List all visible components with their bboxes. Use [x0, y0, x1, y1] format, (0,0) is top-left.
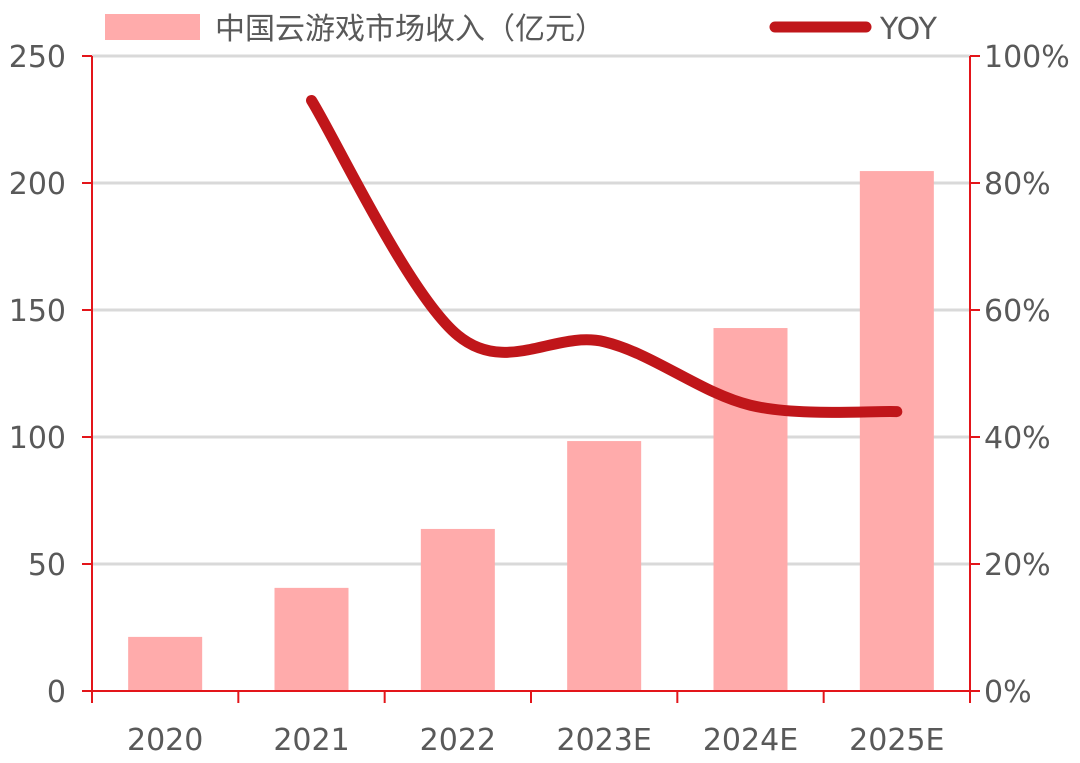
- bar-2024E: [714, 328, 788, 691]
- bars: [128, 171, 934, 691]
- bar-2023E: [567, 441, 641, 691]
- legend-line-label: YOY: [879, 12, 938, 47]
- legend-bar-label: 中国云游戏市场收入（亿元）: [215, 12, 605, 47]
- bar-2022: [421, 529, 495, 691]
- right-tick-label: 0%: [984, 675, 1032, 710]
- right-tick-label: 60%: [984, 294, 1051, 329]
- left-tick-label: 250: [9, 40, 66, 75]
- yoy-line-layer: [311, 100, 897, 412]
- yoy-line: [312, 100, 897, 412]
- left-tick-label: 100: [9, 421, 66, 456]
- bar-2020: [128, 637, 202, 691]
- x-tick-label: 2023E: [557, 723, 652, 758]
- left-tick-label: 150: [9, 294, 66, 329]
- x-tick-label: 2024E: [703, 723, 798, 758]
- left-tick-label: 50: [28, 548, 66, 583]
- left-tick-label: 200: [9, 167, 66, 202]
- bar-2025E: [860, 171, 934, 691]
- left-tick-label: 0: [47, 675, 66, 710]
- right-tick-label: 80%: [984, 167, 1051, 202]
- right-tick-label: 20%: [984, 548, 1051, 583]
- right-tick-label: 100%: [984, 40, 1070, 75]
- x-tick-label: 2022: [420, 723, 496, 758]
- x-tick-label: 2025E: [849, 723, 944, 758]
- legend-bar-swatch: [105, 14, 200, 40]
- x-tick-label: 2021: [273, 723, 349, 758]
- x-tick-label: 2020: [127, 723, 203, 758]
- right-tick-label: 40%: [984, 421, 1051, 456]
- legend: 中国云游戏市场收入（亿元） YOY: [105, 12, 938, 47]
- bar-2021: [275, 588, 349, 691]
- gridlines: [92, 56, 970, 564]
- axes: [82, 56, 980, 703]
